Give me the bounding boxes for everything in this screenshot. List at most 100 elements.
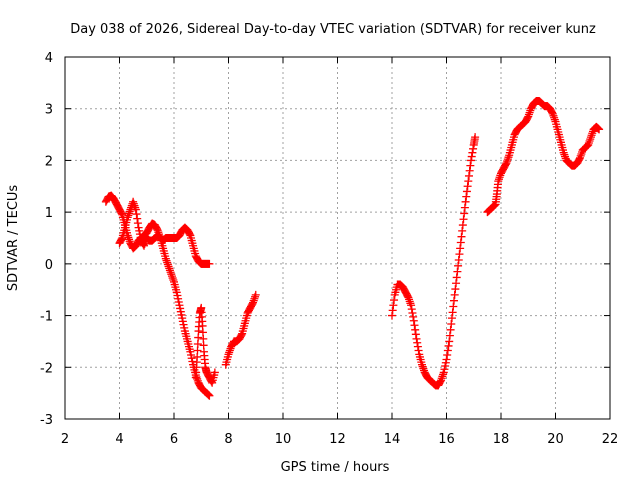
x-axis-label: GPS time / hours xyxy=(281,460,390,475)
y-tick-label: 3 xyxy=(45,103,53,118)
data-point xyxy=(577,149,586,158)
data-point xyxy=(129,197,138,206)
data-point xyxy=(409,312,418,321)
data-point xyxy=(449,302,458,311)
data-point xyxy=(449,296,458,305)
data-point xyxy=(388,311,396,320)
data-point xyxy=(131,205,140,214)
data-point xyxy=(437,374,446,383)
data-point xyxy=(205,259,214,268)
y-tick-labels: -3 -2 -1 0 1 2 3 4 xyxy=(40,51,53,428)
data-point xyxy=(185,230,194,239)
data-point xyxy=(503,157,512,166)
data-point xyxy=(443,351,452,360)
data-point xyxy=(447,319,456,328)
x-tick-label: 22 xyxy=(602,432,619,447)
data-point xyxy=(249,296,258,305)
data-point xyxy=(524,110,533,119)
x-tick-labels: 2 4 6 8 10 12 14 16 18 20 22 xyxy=(61,432,618,447)
plot-frame xyxy=(64,56,611,420)
data-point xyxy=(133,214,142,223)
data-point xyxy=(169,276,178,285)
data-point xyxy=(140,241,149,250)
data-point xyxy=(451,285,460,294)
data-point xyxy=(438,372,447,381)
data-point xyxy=(453,267,462,276)
data-point xyxy=(167,272,176,281)
x-tick-label: 6 xyxy=(170,432,178,447)
data-point xyxy=(140,239,149,248)
data-point xyxy=(503,155,512,164)
data-point xyxy=(467,156,476,165)
data-point xyxy=(164,262,173,271)
data-point xyxy=(560,150,569,159)
data-point xyxy=(165,266,174,275)
data-point xyxy=(389,301,398,310)
data-point xyxy=(504,153,513,162)
data-point xyxy=(205,391,214,400)
data-point xyxy=(458,221,467,230)
x-tick-label: 2 xyxy=(61,432,69,447)
data-point xyxy=(471,133,480,142)
data-point xyxy=(412,334,421,343)
data-point xyxy=(494,177,503,186)
data-point xyxy=(588,129,597,138)
data-point xyxy=(117,209,126,218)
x-tick-label: 18 xyxy=(493,432,510,447)
data-point xyxy=(442,355,451,364)
data-point xyxy=(413,338,422,347)
x-tick-label: 12 xyxy=(329,432,346,447)
data-point xyxy=(459,215,468,224)
data-point xyxy=(561,152,570,161)
data-point xyxy=(584,138,593,147)
data-point xyxy=(447,314,456,323)
data-point xyxy=(462,187,471,196)
data-point xyxy=(166,268,175,277)
data-point xyxy=(502,159,511,168)
data-point xyxy=(587,131,596,140)
data-point xyxy=(445,331,454,340)
y-tick-label: 1 xyxy=(45,206,53,221)
y-axis-label: SDTVAR / TECUs xyxy=(6,185,21,292)
data-point xyxy=(125,235,134,244)
data-point xyxy=(525,108,534,117)
data-point xyxy=(457,232,466,241)
x-tick-label: 10 xyxy=(275,432,292,447)
data-point xyxy=(524,112,533,121)
data-point xyxy=(414,346,423,355)
data-point xyxy=(124,211,133,220)
data-point xyxy=(405,295,414,304)
data-point xyxy=(462,192,471,201)
data-point xyxy=(464,177,473,186)
data-point xyxy=(193,374,202,383)
data-point xyxy=(585,137,594,146)
data-point xyxy=(411,325,420,334)
data-point xyxy=(549,111,558,120)
data-point xyxy=(469,144,478,153)
data-point xyxy=(454,255,463,264)
data-point xyxy=(224,350,233,359)
data-point xyxy=(467,152,476,161)
data-point xyxy=(225,348,234,357)
data-point xyxy=(123,213,132,222)
data-point xyxy=(167,270,176,279)
data-point xyxy=(550,113,559,122)
data-point xyxy=(460,203,469,212)
data-point xyxy=(584,140,593,149)
data-point xyxy=(595,125,604,134)
y-tick-label: 4 xyxy=(45,51,53,66)
data-point xyxy=(168,274,177,283)
data-point xyxy=(454,261,463,270)
data-point xyxy=(225,346,234,355)
data-point xyxy=(131,203,140,212)
data-point xyxy=(446,325,455,334)
data-point xyxy=(559,148,568,157)
data-point xyxy=(456,238,465,247)
data-point xyxy=(409,316,418,325)
data-point xyxy=(448,308,457,317)
data-point xyxy=(117,235,126,244)
data-point xyxy=(452,273,461,282)
y-tick-label: -1 xyxy=(40,310,53,325)
data-point xyxy=(125,207,134,216)
